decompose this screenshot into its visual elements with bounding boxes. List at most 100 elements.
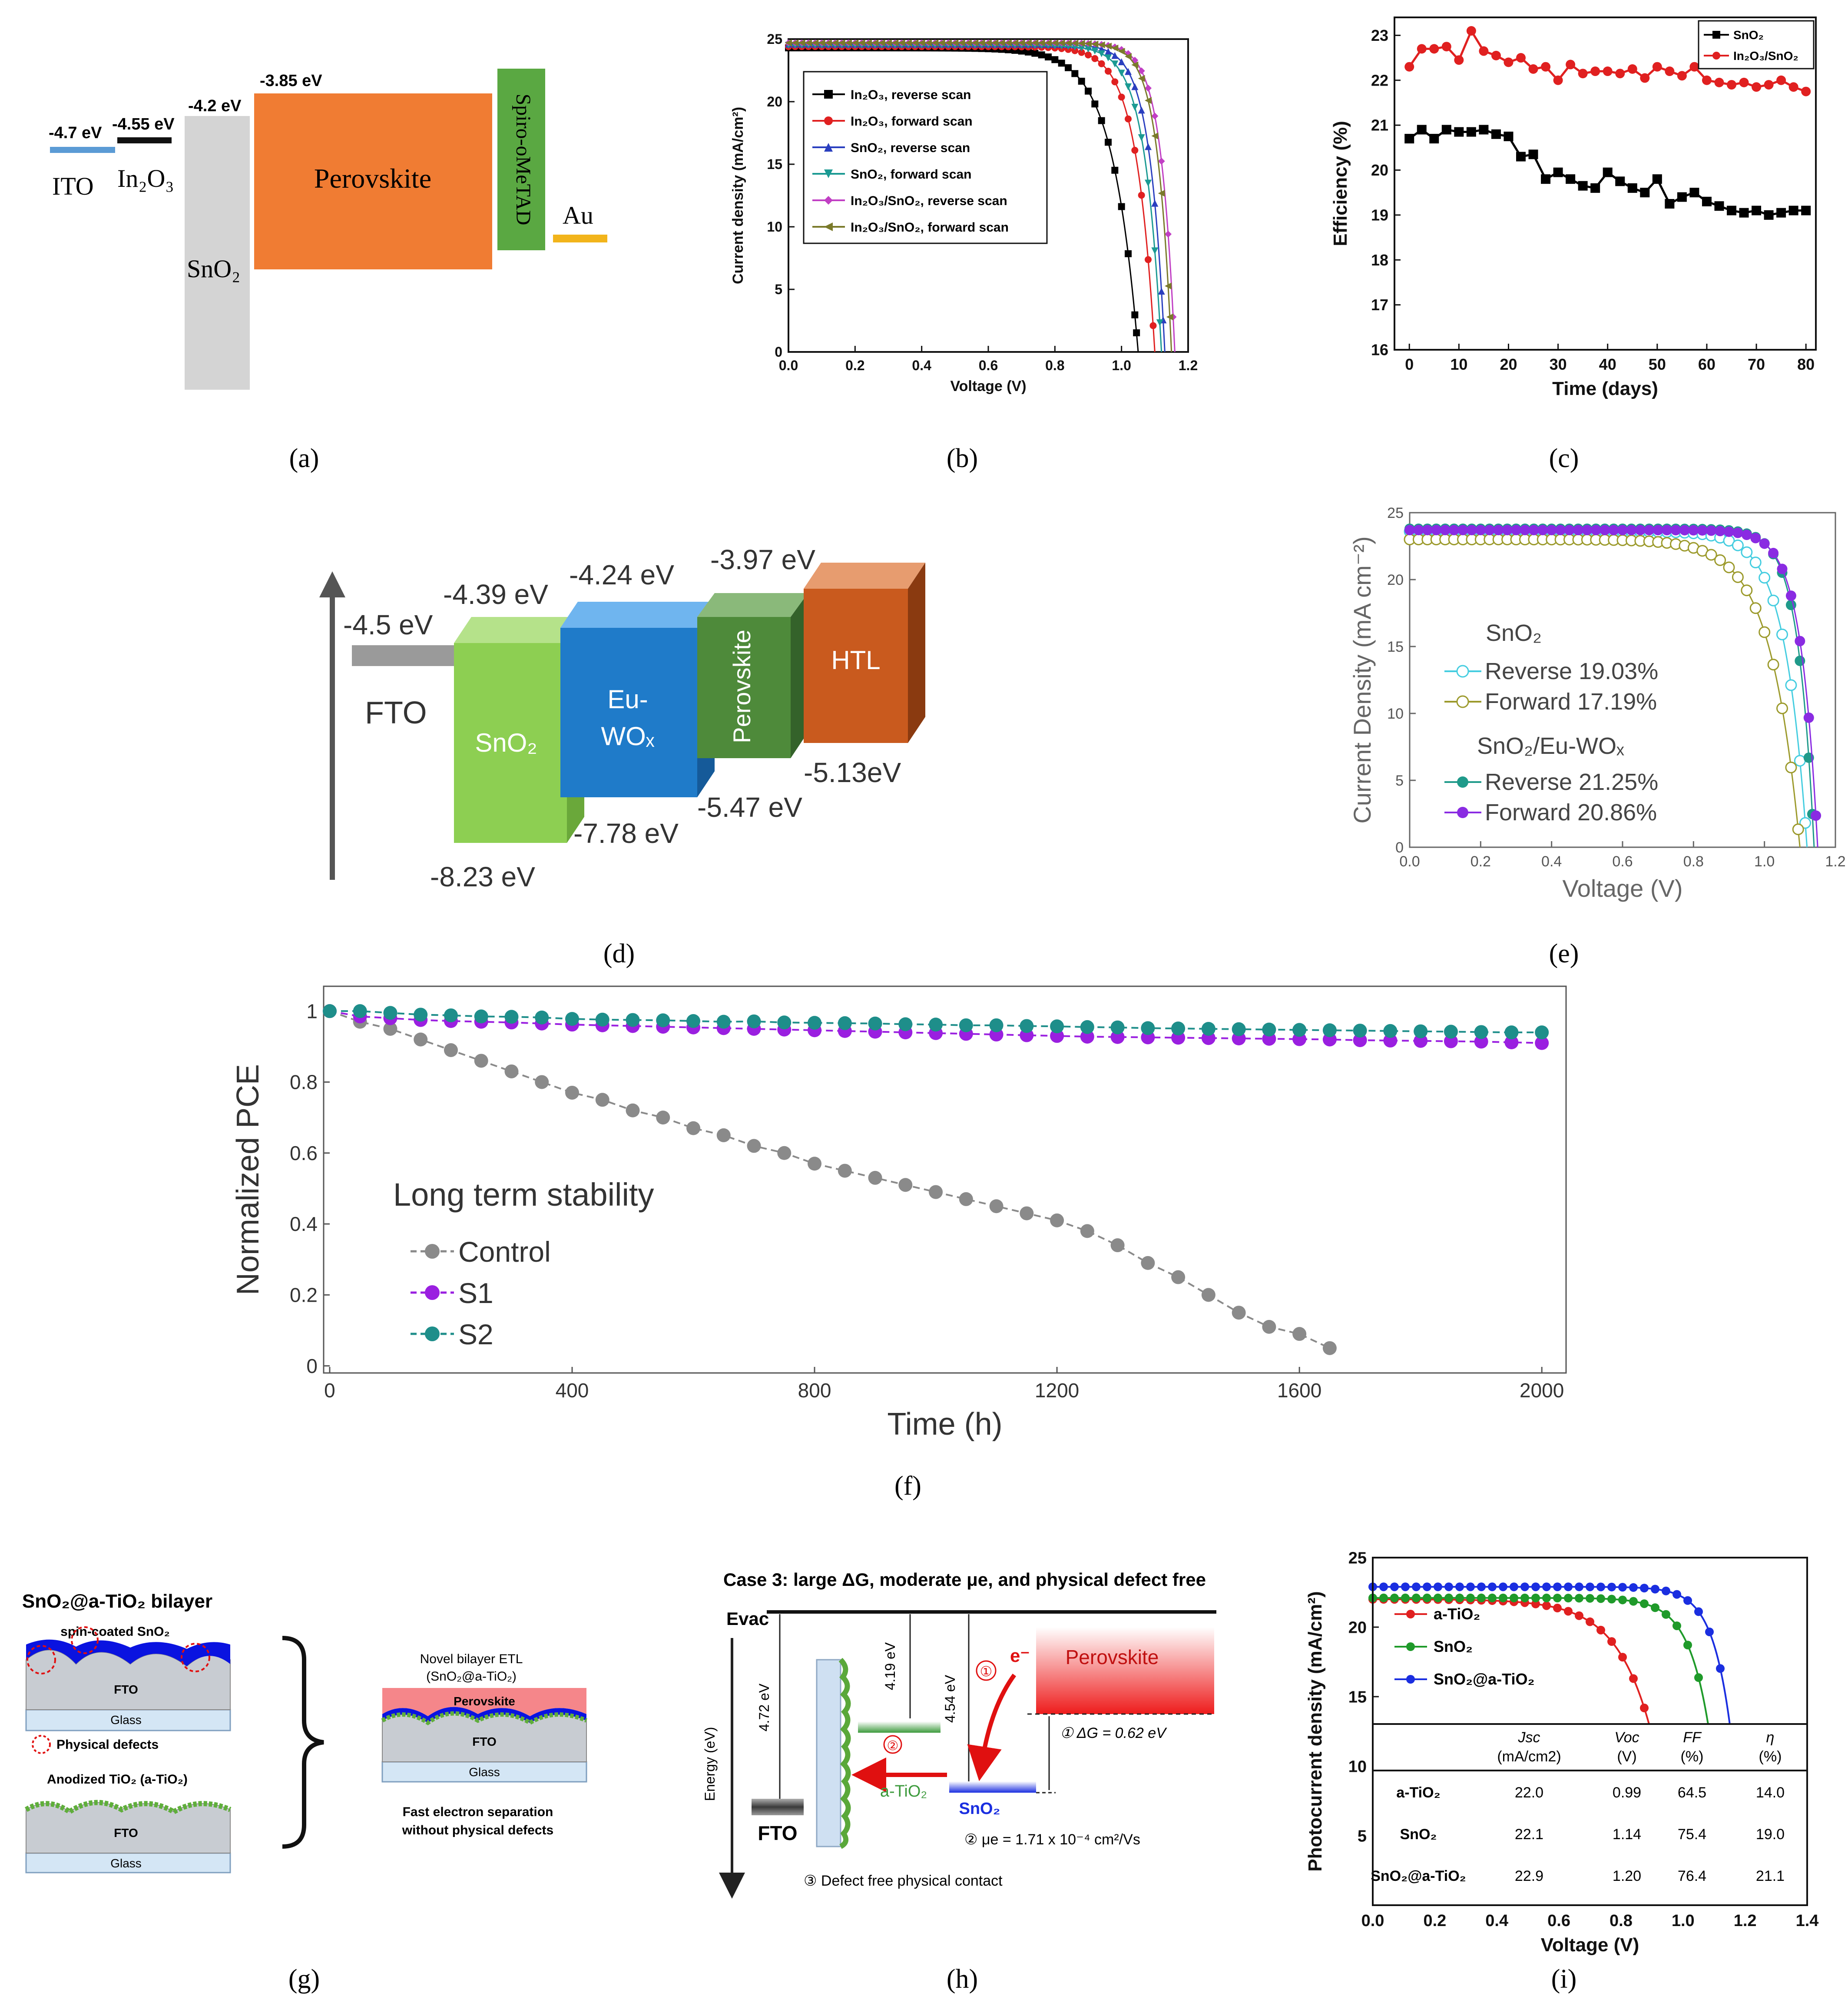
series-0-point xyxy=(1542,1601,1551,1610)
series-1-point xyxy=(1705,549,1717,561)
in2o3-energy-label: -4.55 eV xyxy=(112,115,175,133)
series-1-point xyxy=(1553,75,1563,85)
series-2-point xyxy=(1629,1583,1638,1592)
y-tick-label: 18 xyxy=(1371,251,1388,269)
series-0-point xyxy=(1528,149,1538,159)
e472-label: 4.72 eV xyxy=(756,1683,772,1731)
panel-f-stability-chart: 0 400 800 1200 1600 2000 0 0.2 0.4 0.6 0.8 1 Time (h… xyxy=(231,985,1567,1442)
series-3-point xyxy=(1118,70,1125,77)
x-tick-label: 0.8 xyxy=(1045,358,1064,373)
series-2-point xyxy=(1414,1024,1428,1038)
series-1-point xyxy=(1401,1593,1410,1602)
series-0-point xyxy=(747,1139,761,1153)
series-3-point xyxy=(1431,525,1442,536)
x-tick-label: 1600 xyxy=(1277,1379,1321,1402)
series-2-point xyxy=(474,1009,488,1024)
series-3-point xyxy=(1600,525,1610,536)
perovskite-layer-right xyxy=(382,1688,586,1716)
series-0-point xyxy=(716,1128,731,1142)
series-1-point xyxy=(1723,561,1735,574)
series-2-point xyxy=(1651,1585,1659,1594)
series-0-point xyxy=(1045,53,1052,61)
series-0-point xyxy=(1516,152,1526,162)
series-3-point xyxy=(1502,525,1513,536)
y-tick-label: 25 xyxy=(1348,1549,1367,1567)
perovskite-label: Perovskite xyxy=(314,163,431,194)
sno2-label: SnO₂ xyxy=(187,255,240,283)
series-0-point xyxy=(535,1075,549,1089)
series-5-point xyxy=(925,39,932,46)
series-2-point xyxy=(1716,1664,1725,1673)
series-1-point xyxy=(1677,71,1687,81)
series-5-point xyxy=(1091,40,1099,48)
legend-marker xyxy=(425,1285,440,1300)
series-0-point xyxy=(1091,100,1099,108)
series-2-point xyxy=(1531,1582,1540,1592)
htl-side-face xyxy=(908,563,925,743)
series-3-point xyxy=(1131,103,1139,111)
series-0-point xyxy=(1125,250,1132,257)
au-label: Au xyxy=(563,201,593,229)
series-2-point xyxy=(1618,1583,1627,1592)
evac-label: Evac xyxy=(726,1608,769,1629)
series-0-point xyxy=(595,1093,609,1107)
series-1-point xyxy=(1578,69,1588,79)
series-0-point xyxy=(1714,201,1724,211)
y-tick-label: 5 xyxy=(1395,773,1404,789)
legend-marker xyxy=(425,1244,440,1259)
series-5-point xyxy=(998,39,1005,46)
legend-marker xyxy=(1712,52,1720,60)
y-tick-label: 16 xyxy=(1371,341,1388,359)
table-cell: 76.4 xyxy=(1678,1868,1706,1884)
y-tick-label: 20 xyxy=(1348,1618,1367,1637)
series-1-point xyxy=(1138,192,1145,199)
perovskite-top-energy-label: -3.97 eV xyxy=(710,544,815,575)
series-3-point xyxy=(1662,525,1672,536)
series-2-point xyxy=(1151,199,1159,207)
series-2-point xyxy=(1564,1582,1573,1592)
series-5-point xyxy=(1005,39,1012,46)
wox-box-label-line1: Eu- xyxy=(607,685,648,714)
series-1-point xyxy=(1689,62,1699,72)
series-0-point xyxy=(1603,167,1613,177)
legend-label: Forward 20.86% xyxy=(1485,799,1657,826)
table-header-cell: Voc xyxy=(1614,1729,1639,1746)
series-3-point xyxy=(1608,525,1619,536)
series-2-point xyxy=(1575,1582,1583,1592)
legend-label: Reverse 19.03% xyxy=(1485,658,1658,684)
htl-top-face xyxy=(804,563,925,589)
series-0-point xyxy=(1801,206,1811,216)
glass-label-right: Glass xyxy=(469,1765,500,1779)
series-0-point xyxy=(1732,539,1744,551)
y-tick-label: 15 xyxy=(1348,1688,1367,1706)
fto-substrate-h xyxy=(816,1659,841,1847)
panel-i-jv-chart: 0.0 0.2 0.4 0.6 0.8 1.0 1.2 1.4 5 10 15 20 25 Voltage… xyxy=(1305,1549,1818,1956)
defect-legend-icon xyxy=(32,1735,51,1754)
series-1-point xyxy=(1383,1033,1398,1048)
series-0-point xyxy=(1025,48,1032,56)
series-1-point xyxy=(1441,42,1451,52)
series-1-point xyxy=(1091,55,1099,62)
series-0-point xyxy=(1553,1604,1562,1613)
series-1-point xyxy=(1759,626,1771,638)
series-0-point xyxy=(1531,1599,1540,1608)
series-5-point xyxy=(871,39,879,46)
x-tick-label: 0.0 xyxy=(1361,1912,1384,1930)
series-0-point xyxy=(1615,176,1625,186)
x-axis-label: Voltage (V) xyxy=(1541,1934,1639,1956)
series-5-point xyxy=(818,39,825,46)
y-tick-label: 25 xyxy=(767,31,782,47)
series-0-point xyxy=(1133,329,1140,336)
ito-label: ITO xyxy=(52,172,94,200)
x-tick-label: 1200 xyxy=(1035,1379,1079,1402)
series-2-point xyxy=(1262,1022,1276,1037)
x-tick-label: 0.2 xyxy=(845,358,864,373)
series-0-point xyxy=(1504,131,1514,141)
series-1-point xyxy=(1414,1034,1428,1048)
series-0-point xyxy=(1776,208,1786,218)
series-1-point xyxy=(1466,1593,1475,1602)
legend-label: a-TiO₂ xyxy=(1434,1605,1480,1623)
series-5-point xyxy=(938,39,945,46)
series-5-point xyxy=(958,39,965,46)
series-1-point xyxy=(1615,69,1625,79)
